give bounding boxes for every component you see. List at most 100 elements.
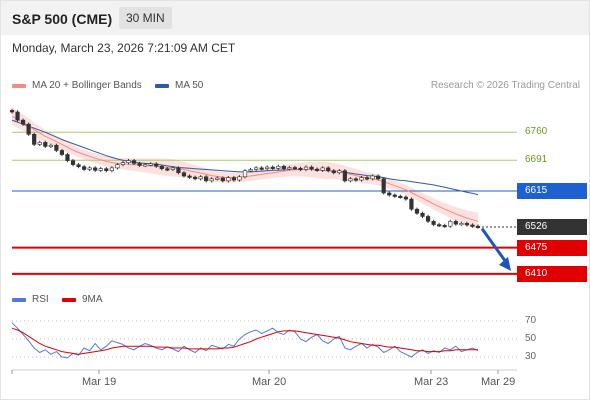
candle-body (237, 176, 242, 181)
timeframe-button[interactable]: 30 MIN (119, 7, 172, 29)
candle-body (32, 133, 37, 145)
candle-body (65, 154, 70, 161)
credit-label: Research © 2026 Trading Central (430, 80, 580, 91)
rsi-tick-30: 30 (525, 351, 537, 362)
candle-body (226, 177, 231, 182)
candle-body (353, 178, 359, 181)
candle-body (431, 221, 436, 225)
candle-body (9, 110, 15, 113)
x-label-2: Mar 23 (414, 376, 449, 388)
candle-body (425, 216, 431, 222)
level-label-6410: 6410 (517, 265, 587, 282)
ma50-swatch (155, 83, 169, 88)
rsi-swatch (12, 297, 26, 302)
candle-body (20, 119, 26, 125)
candle-body (298, 167, 303, 171)
candle-body (337, 170, 342, 174)
candle-body (292, 167, 298, 170)
candle-body (148, 163, 153, 166)
datetime-label: Monday, March 23, 2026 7:21:09 AM CET (12, 41, 236, 55)
candle-body (209, 178, 214, 182)
candle-body (76, 164, 81, 167)
candle-body (120, 162, 126, 165)
bollinger-band (12, 107, 478, 230)
legend-label-rsi: RSI (32, 294, 49, 305)
candle-body (453, 221, 458, 225)
9ma-swatch (62, 297, 76, 302)
candle-body (159, 165, 164, 169)
candle-body (287, 167, 292, 170)
candle-body (215, 177, 220, 180)
candle-body (303, 166, 309, 170)
level-label-6760: 6760 (525, 126, 548, 138)
x-label-1: Mar 20 (252, 376, 287, 388)
legend-item-9ma: 9MA (62, 294, 103, 305)
candle-body (104, 168, 109, 172)
candle-body (181, 172, 187, 177)
candle-body (54, 144, 59, 151)
level-label-6615: 6615 (517, 182, 587, 199)
candle-body (420, 212, 425, 217)
candle-body (370, 175, 375, 180)
candle-body (276, 165, 281, 169)
candle-body (220, 177, 225, 182)
candle-body (115, 164, 120, 169)
candle-body (137, 163, 142, 166)
forecast-arrow-shaft (480, 227, 510, 266)
ma20-swatch (12, 83, 26, 88)
candle-body (342, 170, 347, 182)
candle-body (309, 166, 314, 170)
candle-body (126, 160, 131, 163)
candle-body (414, 208, 420, 214)
candle-body (253, 167, 259, 170)
rsi-tick-50: 50 (525, 333, 537, 344)
candle-body (70, 160, 76, 165)
candle-body (48, 144, 53, 148)
candle-body (281, 165, 286, 169)
candle-body (448, 221, 453, 227)
legend-label-ma50: MA 50 (175, 80, 204, 91)
rsi-tick-70: 70 (525, 315, 537, 326)
legend-item-rsi: RSI (12, 294, 49, 305)
candle-body (109, 167, 114, 172)
candle-body (464, 223, 470, 226)
candle-body (187, 175, 192, 178)
legend-label-ma20: MA 20 + Bollinger Bands (32, 80, 142, 91)
legend-label-9ma: 9MA (82, 294, 103, 305)
candle-body (87, 167, 92, 170)
candle-body (154, 163, 159, 167)
legend-item-ma20: MA 20 + Bollinger Bands (12, 80, 142, 91)
candle-body (459, 223, 464, 226)
candle-body (348, 178, 353, 182)
candle-body (15, 111, 20, 121)
candle-body (359, 177, 364, 181)
level-label-6475: 6475 (517, 239, 587, 256)
candle-body (198, 176, 203, 180)
rsi-line (11, 322, 479, 359)
candle-body (204, 176, 209, 182)
candle-body (331, 170, 336, 174)
candle-body (82, 166, 87, 170)
header-bar: S&P 500 (CME) 30 MIN (1, 1, 589, 35)
candle-body (131, 160, 137, 164)
candle-body (392, 194, 397, 197)
candle-body (192, 176, 198, 180)
candle-body (381, 178, 386, 194)
candle-body (176, 167, 181, 174)
forecast-arrow-head (499, 256, 511, 271)
candle-body (409, 198, 414, 210)
candle-body (270, 166, 275, 169)
candle-body (26, 123, 31, 135)
candle-body (165, 168, 170, 171)
x-label-3: Mar 29 (481, 376, 516, 388)
candle-body (37, 142, 42, 145)
candle-body (320, 167, 325, 171)
candle-body (143, 164, 148, 167)
candle-body (98, 168, 103, 171)
candle-body (437, 224, 442, 227)
candle-body (43, 142, 48, 147)
candle-body (376, 175, 381, 180)
candle-body (442, 225, 447, 228)
candle-body (470, 224, 475, 227)
candle-body (265, 166, 270, 169)
